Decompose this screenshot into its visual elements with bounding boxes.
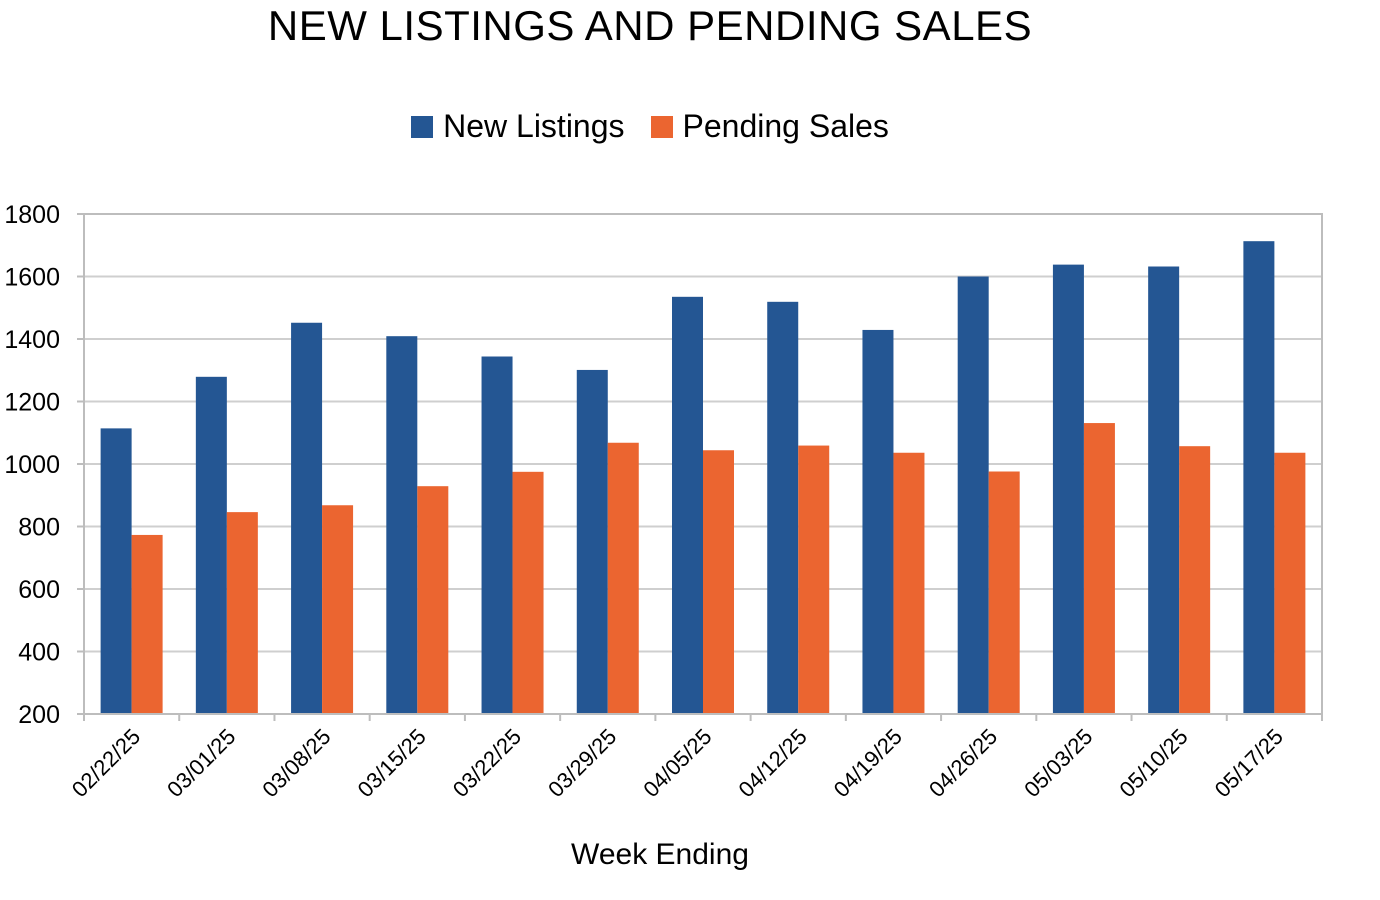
legend-swatch-pending-sales <box>650 115 673 138</box>
bar-new-listings <box>957 276 989 714</box>
bar-new-listings <box>1243 241 1275 714</box>
bar-pending-sales <box>703 450 734 714</box>
bar-new-listings <box>386 336 418 714</box>
y-tick-label: 400 <box>18 639 60 667</box>
bar-new-listings <box>481 356 513 714</box>
x-tick-label: 04/19/25 <box>829 724 907 802</box>
x-tick-label: 02/22/25 <box>67 724 145 802</box>
bar-new-listings <box>100 428 132 714</box>
y-tick-label: 800 <box>18 514 60 542</box>
bar-pending-sales <box>1179 446 1211 714</box>
x-tick-label: 05/17/25 <box>1210 724 1288 802</box>
bar-pending-sales <box>1274 452 1306 714</box>
bar-new-listings <box>195 376 227 714</box>
bar-pending-sales <box>798 445 830 714</box>
bar-pending-sales <box>131 534 163 714</box>
y-tick-label: 600 <box>18 576 60 604</box>
bar-pending-sales <box>512 471 544 714</box>
legend-label-new-listings: New Listings <box>443 108 625 144</box>
x-axis-title: Week Ending <box>571 838 749 871</box>
x-tick-label: 03/29/25 <box>543 724 621 802</box>
bar-new-listings <box>1052 264 1084 714</box>
bar-pending-sales <box>322 505 354 714</box>
bar-pending-sales <box>607 442 639 714</box>
legend: New Listings Pending Sales <box>0 108 1300 145</box>
bar-new-listings <box>291 322 323 714</box>
bar-new-listings <box>767 301 799 714</box>
bar-new-listings <box>862 329 894 714</box>
bar-new-listings <box>576 369 608 714</box>
x-tick-label: 05/10/25 <box>1114 724 1192 802</box>
legend-item-new-listings: New Listings <box>411 108 625 145</box>
y-tick-label: 1400 <box>4 326 60 354</box>
x-tick-label: 04/26/25 <box>924 724 1002 802</box>
y-tick-label: 1800 <box>4 201 60 229</box>
x-tick-label: 04/12/25 <box>734 724 812 802</box>
x-tick-label: 05/03/25 <box>1019 724 1097 802</box>
x-tick-label: 03/08/25 <box>257 724 335 802</box>
bar-pending-sales <box>226 512 258 714</box>
x-tick-label: 03/22/25 <box>448 724 526 802</box>
bar-new-listings <box>1148 266 1180 714</box>
bar-pending-sales <box>988 471 1020 714</box>
legend-label-pending-sales: Pending Sales <box>682 108 889 144</box>
legend-item-pending-sales: Pending Sales <box>650 108 889 145</box>
y-tick-label: 1000 <box>4 451 60 479</box>
plot-frame <box>83 213 1323 715</box>
bar-new-listings <box>672 296 703 714</box>
bar-pending-sales <box>417 486 449 714</box>
legend-swatch-new-listings <box>411 115 434 138</box>
y-tick-label: 200 <box>18 701 60 729</box>
x-tick-label: 03/15/25 <box>353 724 431 802</box>
y-tick-label: 1600 <box>4 264 60 292</box>
x-tick-label: 04/05/25 <box>638 724 716 802</box>
x-tick-label: 03/01/25 <box>162 724 240 802</box>
bar-pending-sales <box>893 452 925 714</box>
bar-pending-sales <box>1083 423 1115 714</box>
chart-title: NEW LISTINGS AND PENDING SALES <box>267 2 1033 49</box>
y-tick-label: 1200 <box>4 389 60 417</box>
